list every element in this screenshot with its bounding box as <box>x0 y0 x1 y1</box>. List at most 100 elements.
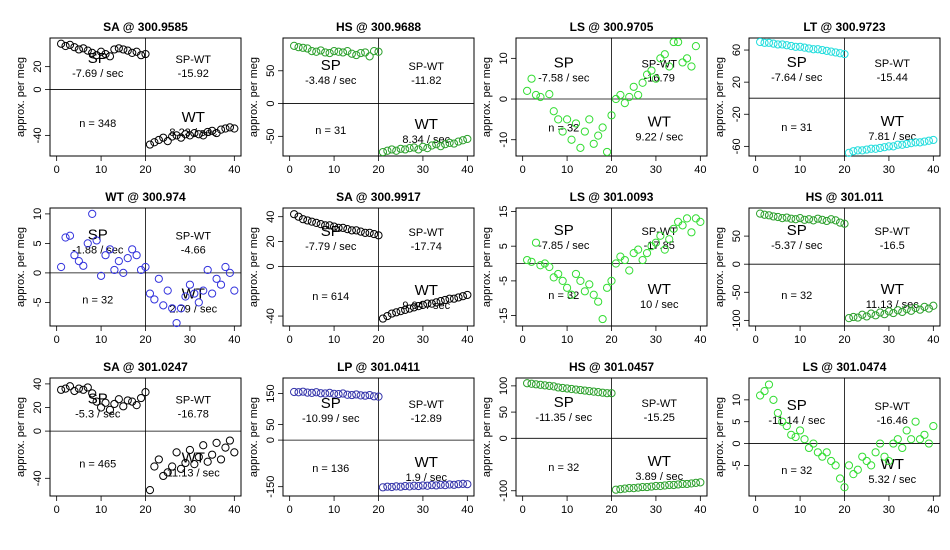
data-point <box>589 290 598 299</box>
data-point <box>611 259 621 268</box>
data-point <box>642 70 652 79</box>
data-point <box>634 245 643 254</box>
data-point <box>687 479 696 488</box>
data-point <box>423 144 432 153</box>
x-tick-label: 40 <box>461 164 473 176</box>
data-point <box>294 388 303 397</box>
data-point <box>378 483 388 492</box>
data-point <box>818 452 827 461</box>
data-point <box>773 40 782 49</box>
data-point <box>915 435 925 444</box>
data-point <box>545 381 554 390</box>
data-point <box>387 482 396 492</box>
data-point <box>194 452 203 462</box>
data-point <box>321 48 330 57</box>
data-point <box>607 389 616 398</box>
data-point <box>119 402 128 411</box>
data-point <box>580 127 589 136</box>
x-tick-label: 40 <box>927 334 939 346</box>
y-tick-label: 0 <box>265 100 277 106</box>
data-point <box>298 43 308 52</box>
data-point <box>338 389 348 398</box>
data-point <box>536 380 545 389</box>
sp-rate: -7.85 / sec <box>538 240 590 252</box>
data-point <box>88 209 97 218</box>
data-point <box>176 304 186 313</box>
data-point <box>545 90 554 99</box>
data-point <box>678 479 687 489</box>
x-tick-label: 0 <box>54 504 60 516</box>
data-point <box>853 313 862 322</box>
n-count: n = 32 <box>82 294 113 306</box>
wt-label: WT <box>415 282 438 299</box>
y-tick-label: 50 <box>731 230 743 242</box>
data-point <box>449 294 459 303</box>
y-tick-label: 20 <box>731 76 743 88</box>
data-point <box>898 140 907 149</box>
y-tick-label: 50 <box>265 418 277 430</box>
x-tick-label: 30 <box>650 164 662 176</box>
data-point <box>105 245 115 254</box>
data-point <box>778 40 787 49</box>
data-point <box>230 124 239 133</box>
data-point <box>441 140 450 149</box>
data-point <box>383 482 392 491</box>
data-point <box>154 455 163 464</box>
n-count: n = 465 <box>79 459 116 471</box>
data-point <box>88 48 97 57</box>
y-axis-label: approx. per meg <box>15 397 27 477</box>
data-point <box>343 225 352 234</box>
data-point <box>70 43 79 52</box>
data-point <box>436 297 445 306</box>
data-point <box>853 465 862 474</box>
wt-label: WT <box>415 116 438 133</box>
data-point <box>92 236 101 245</box>
spwt-label: SP-WT <box>176 395 212 407</box>
data-point <box>321 221 330 230</box>
wt-rate: 11.13 / sec <box>866 299 919 311</box>
spwt-label: SP-WT <box>642 398 678 410</box>
data-point <box>629 484 638 493</box>
data-point <box>764 38 774 47</box>
data-point <box>545 262 554 272</box>
data-point <box>163 468 172 477</box>
wt-label: WT <box>648 453 671 470</box>
y-tick-label: 150 <box>265 384 277 402</box>
spwt-value: -15.25 <box>644 412 675 424</box>
data-point <box>598 314 607 324</box>
wt-label: WT <box>182 285 205 302</box>
data-point <box>427 141 436 150</box>
y-tick-label: -40 <box>32 127 44 143</box>
data-point <box>924 136 933 145</box>
data-point <box>562 115 572 124</box>
data-point <box>303 388 312 397</box>
panel: HS @ 301.011 0 10 20 30 40 -100 -50 0 50 approx. p… <box>714 190 941 346</box>
sp-rate: -1.88 / sec <box>72 244 124 256</box>
data-point <box>871 311 880 320</box>
data-point <box>114 44 123 53</box>
sp-rate: -5.37 / sec <box>771 240 823 252</box>
data-point <box>414 302 423 311</box>
data-point <box>83 239 92 248</box>
data-point <box>580 287 589 296</box>
data-point <box>822 216 831 226</box>
data-point <box>629 82 638 91</box>
data-point <box>549 382 558 391</box>
wt-rate: 5.32 / sec <box>868 474 916 486</box>
data-point <box>853 146 862 155</box>
data-point <box>907 306 916 315</box>
data-point <box>356 227 365 236</box>
data-point <box>405 482 414 491</box>
data-point <box>884 142 894 151</box>
n-count: n = 31 <box>315 125 346 137</box>
data-point <box>602 389 612 398</box>
data-point <box>902 305 911 314</box>
data-point <box>669 224 678 233</box>
data-point <box>88 389 97 398</box>
data-point <box>696 478 705 487</box>
data-point <box>216 455 226 464</box>
panel-title: WT @ 300.974 <box>105 190 186 204</box>
sp-label: SP <box>787 397 807 414</box>
data-point <box>835 218 845 227</box>
x-tick-label: 10 <box>95 164 107 176</box>
